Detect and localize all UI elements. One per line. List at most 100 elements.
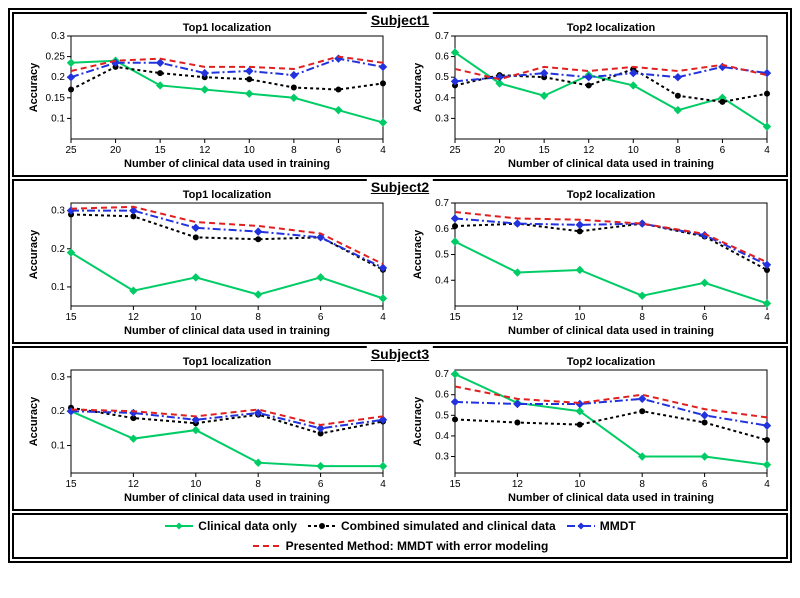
svg-text:12: 12 bbox=[128, 312, 140, 323]
legend: Clinical data only Combined simulated and… bbox=[12, 513, 788, 559]
svg-text:15: 15 bbox=[449, 479, 461, 490]
svg-text:0.3: 0.3 bbox=[435, 452, 449, 463]
subject-block-1: Subject10.10.150.20.250.32520151210864To… bbox=[12, 12, 788, 177]
subject-block-2: Subject20.10.20.3151210864Top1 localizat… bbox=[12, 179, 788, 344]
svg-text:0.7: 0.7 bbox=[435, 31, 449, 42]
svg-text:0.3: 0.3 bbox=[435, 113, 449, 124]
series-line-mmdt bbox=[455, 218, 767, 264]
series-line-combined bbox=[71, 67, 383, 90]
x-axis-label: Number of clinical data used in training bbox=[124, 325, 330, 337]
svg-text:12: 12 bbox=[199, 145, 211, 156]
chart-panel: 0.10.150.20.250.32520151210864Top1 local… bbox=[23, 18, 393, 173]
svg-text:0.6: 0.6 bbox=[435, 390, 449, 401]
chart-title: Top1 localization bbox=[183, 356, 272, 368]
series-line-combined bbox=[71, 214, 383, 269]
svg-text:0.1: 0.1 bbox=[51, 282, 65, 293]
legend-label: MMDT bbox=[600, 519, 636, 533]
series-line-presented bbox=[71, 207, 383, 264]
legend-item-presented: Presented Method: MMDT with error modeli… bbox=[252, 539, 549, 553]
series-line-combined bbox=[71, 408, 383, 434]
svg-text:12: 12 bbox=[583, 145, 595, 156]
y-axis-label: Accuracy bbox=[28, 229, 40, 279]
svg-text:0.1: 0.1 bbox=[51, 441, 65, 452]
svg-text:0.2: 0.2 bbox=[51, 72, 65, 83]
svg-text:6: 6 bbox=[720, 145, 726, 156]
svg-text:8: 8 bbox=[639, 479, 645, 490]
chart-svg: 0.30.40.50.60.7151210864Top2 localizatio… bbox=[407, 352, 777, 507]
y-axis-label: Accuracy bbox=[412, 62, 424, 112]
series-line-clinical bbox=[455, 52, 767, 126]
chart-svg: 0.10.150.20.250.32520151210864Top1 local… bbox=[23, 18, 393, 173]
svg-text:4: 4 bbox=[380, 145, 386, 156]
svg-text:4: 4 bbox=[764, 479, 770, 490]
x-axis-label: Number of clinical data used in training bbox=[508, 325, 714, 337]
panels-row: 0.10.20.3151210864Top1 localizationNumbe… bbox=[14, 348, 786, 509]
svg-text:12: 12 bbox=[512, 312, 524, 323]
series-line-clinical bbox=[71, 61, 383, 123]
svg-text:15: 15 bbox=[449, 312, 461, 323]
svg-text:0.5: 0.5 bbox=[435, 72, 449, 83]
legend-label: Combined simulated and clinical data bbox=[341, 519, 556, 533]
svg-text:0.3: 0.3 bbox=[51, 31, 65, 42]
svg-text:0.25: 0.25 bbox=[46, 52, 66, 63]
legend-item-combined: Combined simulated and clinical data bbox=[307, 519, 556, 533]
panels-row: 0.10.150.20.250.32520151210864Top1 local… bbox=[14, 14, 786, 175]
svg-text:0.5: 0.5 bbox=[435, 410, 449, 421]
chart-title: Top1 localization bbox=[183, 22, 272, 34]
chart-svg: 0.30.40.50.60.72520151210864Top2 localiz… bbox=[407, 18, 777, 173]
svg-text:8: 8 bbox=[639, 312, 645, 323]
x-axis-label: Number of clinical data used in training bbox=[124, 158, 330, 170]
svg-text:4: 4 bbox=[764, 312, 770, 323]
svg-text:6: 6 bbox=[318, 479, 324, 490]
figure-container: Subject10.10.150.20.250.32520151210864To… bbox=[8, 8, 792, 563]
svg-text:6: 6 bbox=[702, 312, 708, 323]
chart-title: Top2 localization bbox=[567, 356, 656, 368]
svg-text:0.3: 0.3 bbox=[51, 372, 65, 383]
subjects-area: Subject10.10.150.20.250.32520151210864To… bbox=[10, 12, 790, 511]
chart-panel: 0.10.20.3151210864Top1 localizationNumbe… bbox=[23, 352, 393, 507]
subject-title: Subject3 bbox=[367, 346, 433, 362]
chart-svg: 0.10.20.3151210864Top1 localizationNumbe… bbox=[23, 185, 393, 340]
svg-text:0.4: 0.4 bbox=[435, 275, 449, 286]
svg-text:0.6: 0.6 bbox=[435, 224, 449, 235]
svg-text:0.7: 0.7 bbox=[435, 369, 449, 380]
svg-text:6: 6 bbox=[336, 145, 342, 156]
chart-title: Top2 localization bbox=[567, 22, 656, 34]
svg-text:10: 10 bbox=[244, 145, 256, 156]
series-line-combined bbox=[455, 411, 767, 440]
legend-label: Clinical data only bbox=[198, 519, 297, 533]
series-line-clinical bbox=[71, 253, 383, 299]
svg-text:25: 25 bbox=[449, 145, 461, 156]
svg-text:4: 4 bbox=[380, 312, 386, 323]
svg-text:10: 10 bbox=[628, 145, 640, 156]
svg-text:15: 15 bbox=[65, 479, 77, 490]
y-axis-label: Accuracy bbox=[28, 396, 40, 446]
legend-swatch-icon bbox=[307, 520, 337, 532]
svg-text:10: 10 bbox=[574, 312, 586, 323]
legend-swatch-icon bbox=[566, 520, 596, 532]
subject-block-3: Subject3 0.1 0.2 0.3 15 12 10 8 6 4 Top1 localizat… bbox=[12, 346, 788, 511]
svg-text:10: 10 bbox=[190, 312, 202, 323]
svg-text:10: 10 bbox=[574, 479, 586, 490]
chart-svg: 0.10.20.3151210864Top1 localizationNumbe… bbox=[23, 352, 393, 507]
series-line-clinical bbox=[455, 374, 767, 465]
svg-text:0.4: 0.4 bbox=[435, 431, 449, 442]
subject-title: Subject2 bbox=[367, 179, 433, 195]
svg-text:25: 25 bbox=[65, 145, 77, 156]
svg-text:12: 12 bbox=[128, 479, 140, 490]
legend-swatch-icon bbox=[252, 540, 282, 552]
svg-text:4: 4 bbox=[380, 479, 386, 490]
svg-text:10: 10 bbox=[190, 479, 202, 490]
svg-text:0.2: 0.2 bbox=[51, 406, 65, 417]
svg-text:8: 8 bbox=[255, 479, 261, 490]
series-line-presented bbox=[455, 212, 767, 262]
legend-item-clinical: Clinical data only bbox=[164, 519, 297, 533]
x-axis-label: Number of clinical data used in training bbox=[508, 158, 714, 170]
svg-text:15: 15 bbox=[539, 145, 551, 156]
svg-text:6: 6 bbox=[318, 312, 324, 323]
legend-label: Presented Method: MMDT with error modeli… bbox=[286, 539, 549, 553]
chart-panel: 0.30.40.50.60.7151210864Top2 localizatio… bbox=[407, 352, 777, 507]
svg-text:0.7: 0.7 bbox=[435, 198, 449, 209]
svg-text:0.1: 0.1 bbox=[51, 113, 65, 124]
svg-text:20: 20 bbox=[110, 145, 122, 156]
